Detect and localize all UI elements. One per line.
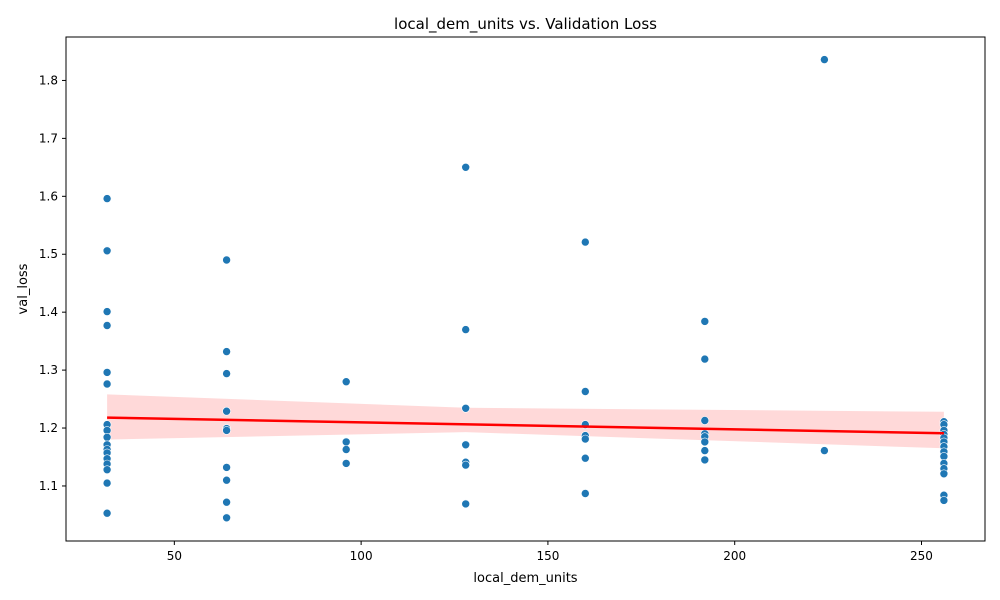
data-point (700, 455, 710, 465)
y-tick-label: 1.7 (39, 131, 58, 145)
data-point (222, 406, 231, 416)
data-point (939, 496, 949, 505)
data-point (341, 437, 351, 447)
data-point (820, 446, 829, 455)
data-point (461, 499, 471, 509)
x-tick-label: 150 (536, 549, 559, 563)
y-tick-label: 1.5 (39, 247, 58, 261)
x-axis-label: local_dem_units (473, 571, 577, 586)
y-tick-label: 1.6 (39, 189, 58, 203)
x-tick-label: 200 (723, 549, 746, 563)
data-point (939, 469, 949, 479)
data-point (222, 513, 231, 523)
data-point (700, 354, 710, 364)
x-tick-label: 250 (910, 549, 933, 563)
data-point (102, 465, 112, 475)
data-point (102, 368, 112, 377)
data-point (341, 377, 351, 387)
y-axis: 1.1 1.2 1.3 1.4 1.5 1.6 1.7 1.8 (39, 73, 66, 493)
data-point (461, 403, 471, 413)
data-point (222, 497, 231, 507)
y-tick-label: 1.3 (39, 363, 58, 377)
data-point (461, 440, 471, 450)
data-point (700, 416, 710, 425)
x-tick-label: 50 (167, 549, 182, 563)
y-tick-label: 1.8 (39, 73, 58, 87)
data-point (222, 347, 231, 356)
plot-frame (65, 36, 986, 542)
data-point (102, 379, 112, 389)
data-point (102, 194, 112, 203)
data-point (102, 508, 112, 518)
y-tick-label: 1.2 (39, 421, 58, 435)
data-point (580, 387, 590, 396)
y-axis-label: val_loss (16, 263, 31, 314)
data-point (700, 317, 710, 326)
data-point (461, 163, 471, 172)
x-tick-label: 100 (350, 549, 373, 563)
data-point (580, 434, 590, 444)
data-point (102, 307, 112, 316)
data-point (341, 459, 351, 468)
y-tick-label: 1.4 (39, 305, 58, 319)
data-point (102, 478, 112, 488)
data-point (700, 446, 710, 455)
data-point (222, 426, 231, 435)
data-point (580, 453, 590, 463)
data-point (580, 237, 590, 247)
confidence-band (107, 394, 944, 449)
data-point (222, 255, 231, 265)
data-point (222, 475, 231, 485)
data-point (102, 246, 112, 256)
y-tick-label: 1.1 (39, 479, 58, 493)
regression-line (107, 416, 944, 435)
x-axis: 50 100 150 200 250 (167, 541, 933, 563)
data-point (222, 369, 231, 378)
data-point (341, 445, 351, 454)
data-point (700, 437, 710, 447)
data-point (102, 321, 112, 330)
data-point (461, 325, 471, 334)
data-point (580, 489, 590, 498)
chart-title: local_dem_units vs. Validation Loss (394, 15, 657, 34)
data-point (102, 432, 112, 442)
data-point (222, 463, 231, 472)
data-point (461, 460, 471, 470)
plot-area (102, 55, 949, 523)
data-point (820, 55, 829, 64)
